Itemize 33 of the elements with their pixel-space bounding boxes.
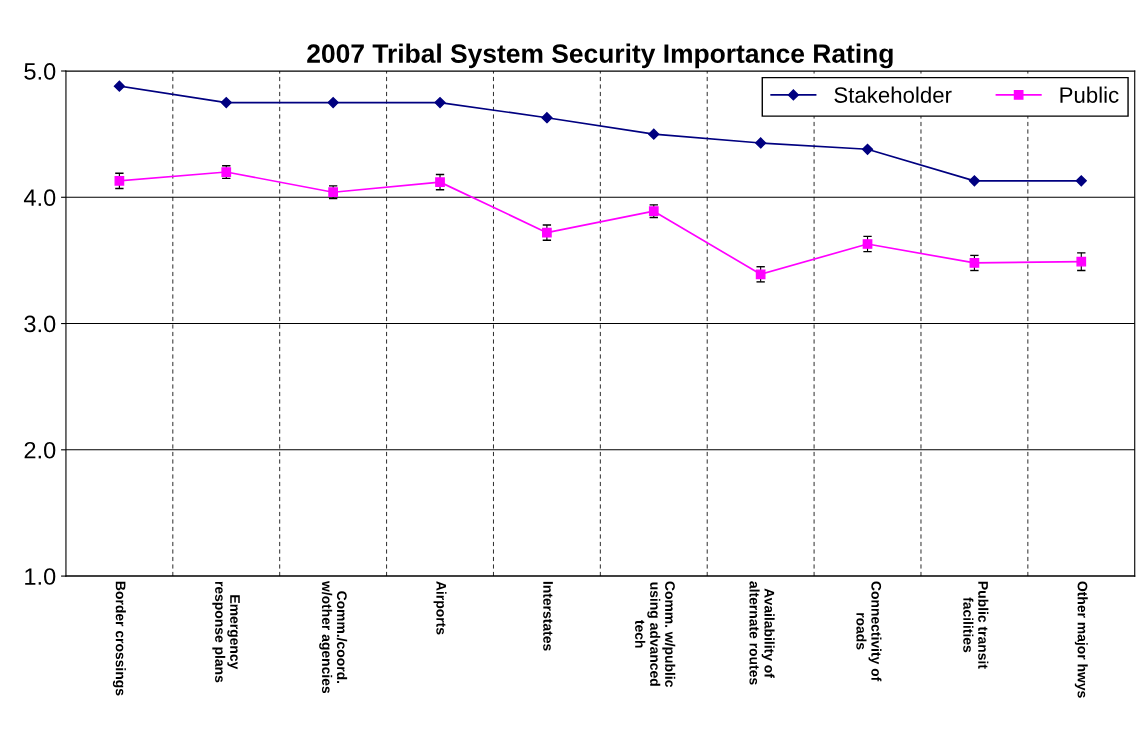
legend-label: Public bbox=[1060, 86, 1119, 103]
point bbox=[220, 96, 232, 109]
y-tick-label: 3.0 bbox=[24, 315, 56, 333]
point bbox=[969, 258, 980, 268]
point bbox=[1075, 175, 1087, 187]
point bbox=[541, 112, 553, 124]
legend-label: Stakeholder bbox=[834, 86, 952, 103]
point bbox=[434, 96, 446, 109]
x-tick-label: Comm. w/public using advanced tech bbox=[635, 581, 676, 688]
point bbox=[648, 128, 660, 140]
x-tick-label: Emergency response plans bbox=[212, 581, 240, 683]
point bbox=[435, 177, 445, 187]
x-tick-label: Availability of alternate routes bbox=[749, 581, 775, 685]
y-tick-label: 2.0 bbox=[24, 441, 56, 459]
y-tick-label: 4.0 bbox=[23, 189, 56, 207]
point bbox=[114, 175, 125, 186]
x-tick-label: Border crossings bbox=[112, 581, 126, 696]
x-tick-label: Other major hwys bbox=[1074, 581, 1088, 698]
x-tick-label: Interstates bbox=[543, 581, 553, 651]
point bbox=[755, 137, 767, 149]
y-tick-label: 1.0 bbox=[25, 568, 56, 585]
x-tick-label: Comm./coord. w/other agencies bbox=[319, 580, 348, 694]
chart-title: 2007 Tribal System Security Importance Rating bbox=[307, 43, 893, 69]
point bbox=[113, 80, 125, 92]
point bbox=[861, 143, 874, 155]
x-tick-label: Airports bbox=[433, 581, 447, 635]
x-tick-label: Public transit facilities bbox=[963, 581, 989, 669]
point bbox=[1076, 256, 1087, 267]
x-tick-label: Connectivity of roads bbox=[856, 581, 882, 682]
point bbox=[327, 96, 339, 109]
point bbox=[968, 175, 981, 187]
y-tick-label: 5.0 bbox=[24, 63, 56, 80]
point bbox=[862, 239, 873, 249]
